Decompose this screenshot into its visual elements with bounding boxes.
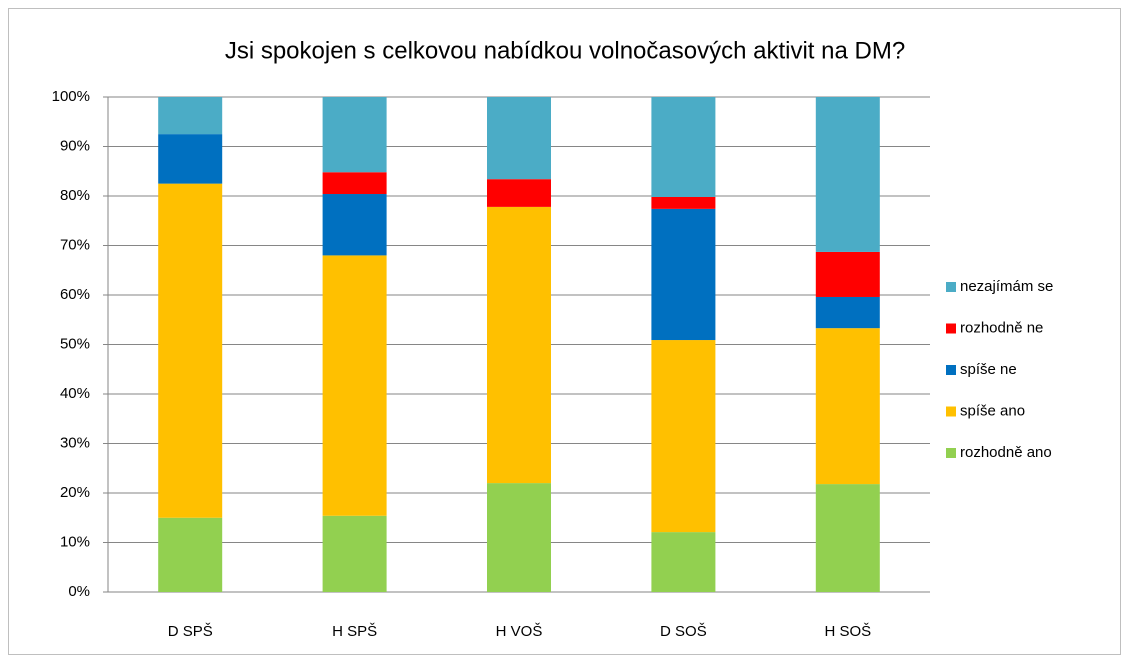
y-tick-label: 20%: [60, 484, 90, 501]
y-tick-label: 100%: [52, 88, 90, 105]
bar-segment: [651, 340, 716, 533]
chart-title: Jsi spokojen s celkovou nabídkou volnoča…: [225, 37, 905, 64]
bar-segment: [651, 532, 716, 592]
bar-segment: [651, 196, 716, 209]
bar-segment: [322, 172, 387, 195]
x-tick-label: H SPŠ: [332, 623, 377, 640]
legend-label: spíše ne: [960, 361, 1017, 378]
bar-segment: [487, 179, 551, 207]
bar-segment: [158, 97, 223, 135]
legend-label: spíše ano: [960, 402, 1025, 419]
bar-segment: [815, 296, 880, 329]
bar-segment: [322, 255, 387, 516]
x-tick-label: H SOŠ: [824, 623, 871, 640]
legend-swatch: [946, 448, 956, 458]
bar-segment: [487, 483, 551, 592]
legend-swatch: [946, 323, 956, 334]
y-tick-label: 0%: [68, 583, 90, 600]
legend-swatch: [946, 365, 956, 375]
bar-segment: [815, 251, 880, 297]
bar-segment: [487, 97, 551, 180]
bar-segment: [322, 97, 387, 173]
y-tick-label: 70%: [60, 236, 90, 253]
bar-segment: [815, 484, 880, 592]
y-tick-label: 10%: [60, 533, 90, 550]
y-tick-label: 90%: [60, 137, 90, 154]
bar-segment: [487, 206, 551, 484]
y-tick-label: 50%: [60, 335, 90, 352]
bar-segment: [158, 183, 223, 518]
bar-segment: [158, 517, 223, 592]
bar-segment: [651, 208, 716, 341]
x-tick-label: D SPŠ: [168, 623, 213, 640]
bar-segment: [651, 97, 716, 197]
legend-swatch: [946, 406, 956, 417]
bar-segment: [815, 97, 880, 252]
x-tick-label: D SOŠ: [660, 623, 707, 640]
y-tick-label: 40%: [60, 385, 90, 402]
bar-segment: [815, 328, 880, 485]
legend-swatch: [946, 282, 956, 292]
bar-segment: [322, 194, 387, 256]
legend-label: nezajímám se: [960, 278, 1053, 295]
x-tick-label: H VOŠ: [496, 623, 543, 640]
legend-label: rozhodně ano: [960, 444, 1052, 461]
bar-segment: [158, 134, 223, 184]
y-tick-label: 80%: [60, 187, 90, 204]
bar-segment: [322, 515, 387, 592]
y-tick-label: 30%: [60, 434, 90, 451]
legend-label: rozhodně ne: [960, 319, 1043, 336]
y-tick-label: 60%: [60, 286, 90, 303]
